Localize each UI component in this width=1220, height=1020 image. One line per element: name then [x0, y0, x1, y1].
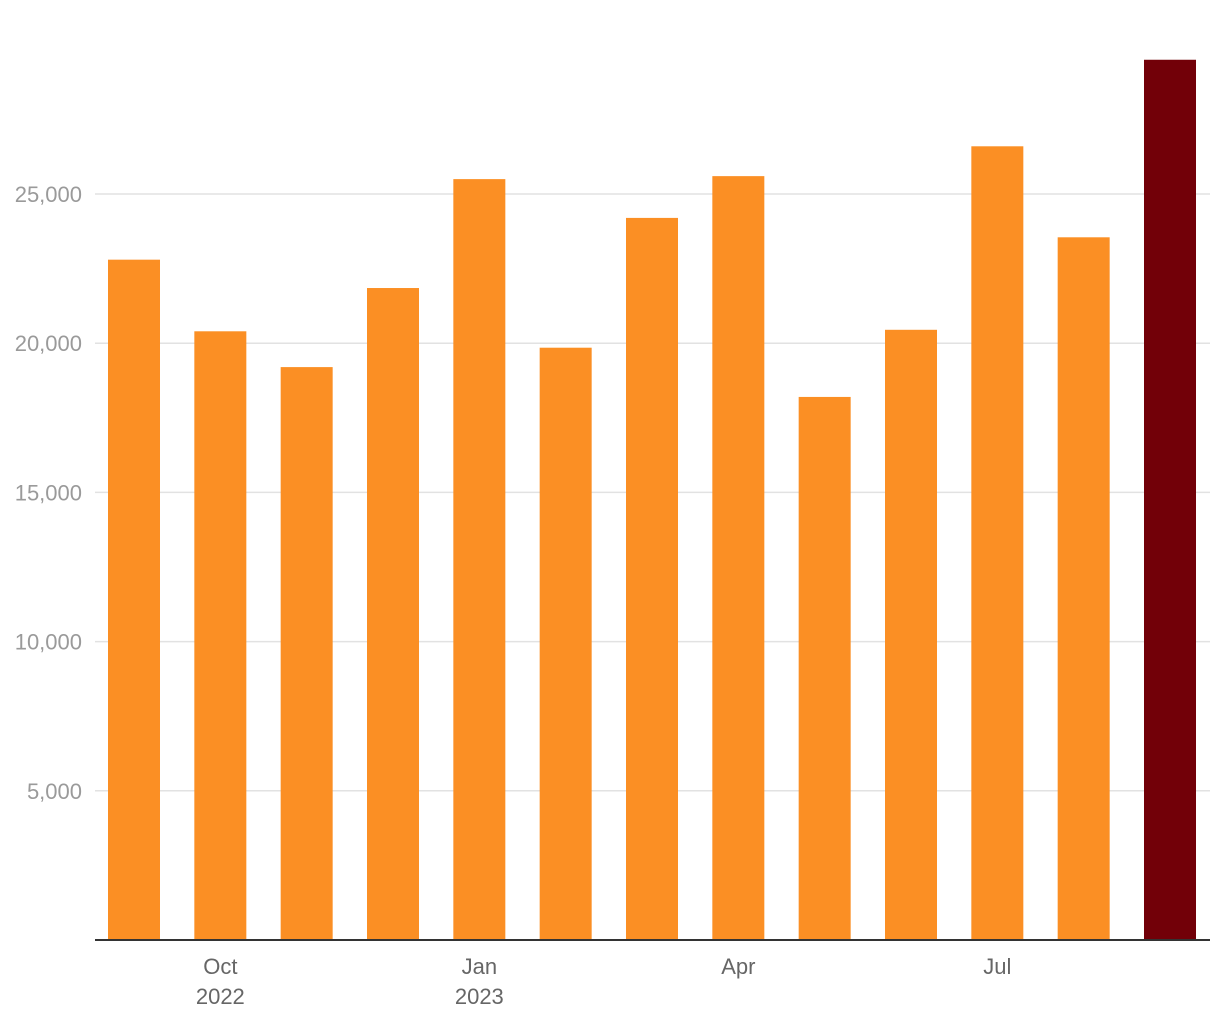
- y-axis-ticks: 5,000 10,000 15,000 20,000 25,000: [15, 182, 82, 804]
- x-tick-year-label: 2022: [196, 984, 245, 1009]
- y-tick-label: 10,000: [15, 630, 82, 655]
- x-tick-year-label: 2023: [455, 984, 504, 1009]
- x-axis-ticks: Oct 2022 Jan 2023 Apr Jul: [196, 954, 1012, 1009]
- bars: [108, 59, 1196, 941]
- y-tick-label: 25,000: [15, 182, 82, 207]
- bar-2023-05: [798, 396, 851, 940]
- bar-2023-01: [453, 179, 506, 940]
- x-tick-label: Jan: [462, 954, 497, 979]
- x-tick-label: Apr: [721, 954, 755, 979]
- bar-2022-11: [280, 367, 333, 940]
- bar-2023-07: [971, 146, 1024, 940]
- bar-2023-03: [626, 217, 678, 941]
- bar-2023-02: [539, 347, 592, 940]
- bar-2023-04: [712, 176, 765, 940]
- x-tick-label: Jul: [983, 954, 1011, 979]
- bar-2023-09: [1144, 59, 1196, 941]
- bar-2023-08: [1057, 237, 1110, 940]
- x-tick-label: Oct: [203, 954, 237, 979]
- y-tick-label: 20,000: [15, 331, 82, 356]
- bar-2022-09: [108, 259, 160, 940]
- bar-2022-10: [194, 331, 247, 941]
- bar-2022-12: [367, 288, 419, 941]
- y-tick-label: 5,000: [27, 779, 82, 804]
- y-tick-label: 15,000: [15, 480, 82, 505]
- bar-2023-06: [885, 329, 937, 940]
